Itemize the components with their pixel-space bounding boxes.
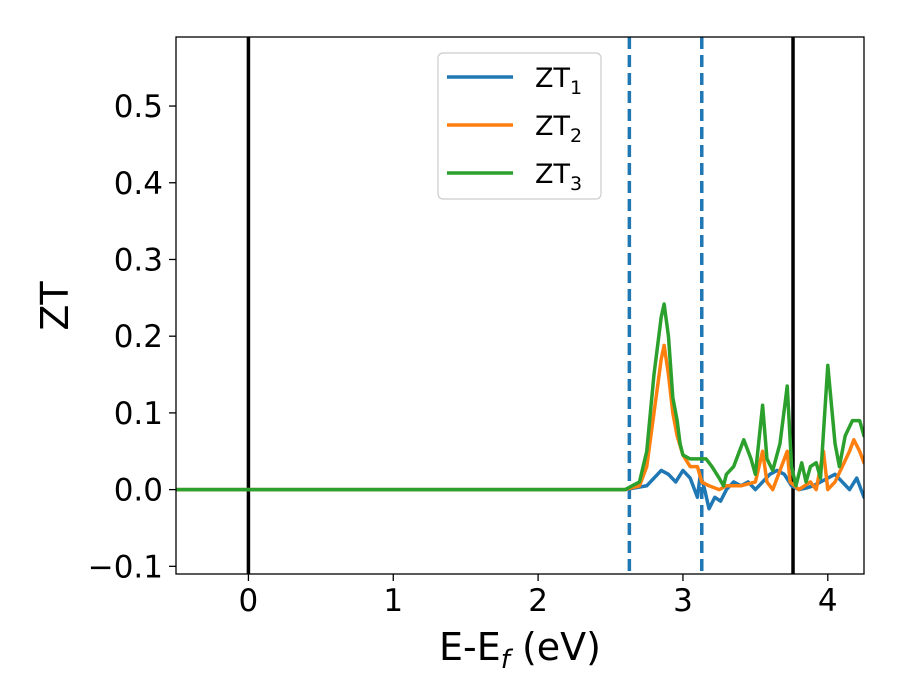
series-line-zt3 xyxy=(176,302,864,492)
legend-label-zt2: ZT2 xyxy=(535,111,582,147)
series-lines xyxy=(176,302,864,511)
x-axis-label: E-Ef (eV) xyxy=(439,625,601,675)
y-tick-label: −0.1 xyxy=(88,549,163,585)
y-axis-label: ZT xyxy=(33,281,77,331)
legend-label-zt3: ZT3 xyxy=(535,159,582,195)
legend-box xyxy=(437,52,602,200)
x-axis-label-unit: (eV) xyxy=(510,625,601,669)
x-tick-label: 2 xyxy=(528,583,548,619)
y-tick-label: 0.4 xyxy=(114,166,163,202)
series-line-zt2 xyxy=(176,343,864,492)
x-tick-label: 1 xyxy=(383,583,403,619)
y-tick-label: 0.1 xyxy=(114,396,163,432)
x-tick-label: 0 xyxy=(239,583,259,619)
plot-area xyxy=(176,37,864,574)
x-tick-label: 4 xyxy=(818,583,838,619)
legend-label-zt1: ZT1 xyxy=(535,63,582,99)
x-axis-label-main: E-E xyxy=(439,625,501,669)
x-axis: 0 1 2 3 4 xyxy=(239,574,838,619)
y-axis: −0.1 0.0 0.1 0.2 0.3 0.4 0.5 xyxy=(88,89,176,585)
legend: ZT1 ZT2 ZT3 xyxy=(437,52,602,200)
x-tick-label: 3 xyxy=(673,583,693,619)
y-tick-label: 0.2 xyxy=(114,319,163,355)
plot-frame xyxy=(175,36,865,575)
y-tick-label: 0.3 xyxy=(114,242,163,278)
y-tick-label: 0.5 xyxy=(114,89,163,125)
y-tick-label: 0.0 xyxy=(114,473,163,509)
